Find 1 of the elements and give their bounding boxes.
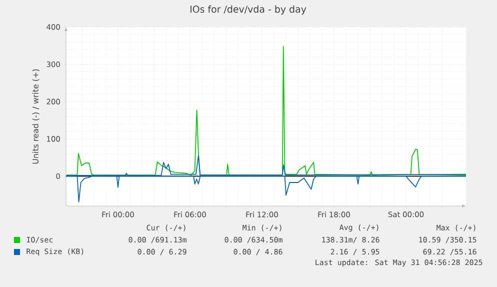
chart-title: IOs for /dev/vda - by day [190, 5, 306, 15]
